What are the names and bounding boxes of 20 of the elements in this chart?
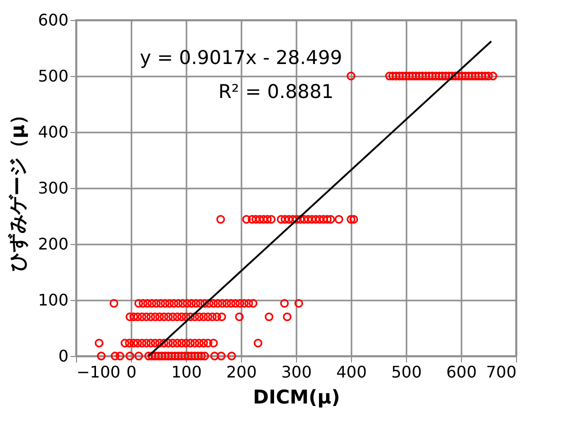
- y-tick-label: 500: [38, 66, 68, 86]
- x-tick-label: 300: [281, 362, 312, 382]
- annotation: y = 0.9017x - 28.499: [140, 47, 342, 69]
- y-tick-label: 300: [38, 178, 68, 198]
- y-tick-label: 0: [58, 346, 68, 366]
- x-tick-label: 400: [336, 362, 367, 382]
- y-tick-label: 400: [38, 122, 68, 142]
- y-axis-title: ひずみゲージ（μ）: [6, 106, 29, 272]
- x-tick-label: 500: [391, 362, 422, 382]
- y-tick-label: 100: [38, 290, 68, 310]
- x-tick-label: −100: [76, 362, 120, 382]
- annotation: R² = 0.8881: [218, 81, 334, 103]
- x-tick-label: 700: [486, 362, 516, 382]
- x-tick-label: 600: [446, 362, 477, 382]
- y-tick-label: 600: [38, 10, 68, 30]
- x-tick-label: 100: [171, 362, 202, 382]
- x-axis-title: DICM(μ): [252, 386, 340, 408]
- y-tick-label: 200: [38, 234, 68, 254]
- x-tick-label: 200: [226, 362, 257, 382]
- x-tick-label: 0: [126, 362, 137, 382]
